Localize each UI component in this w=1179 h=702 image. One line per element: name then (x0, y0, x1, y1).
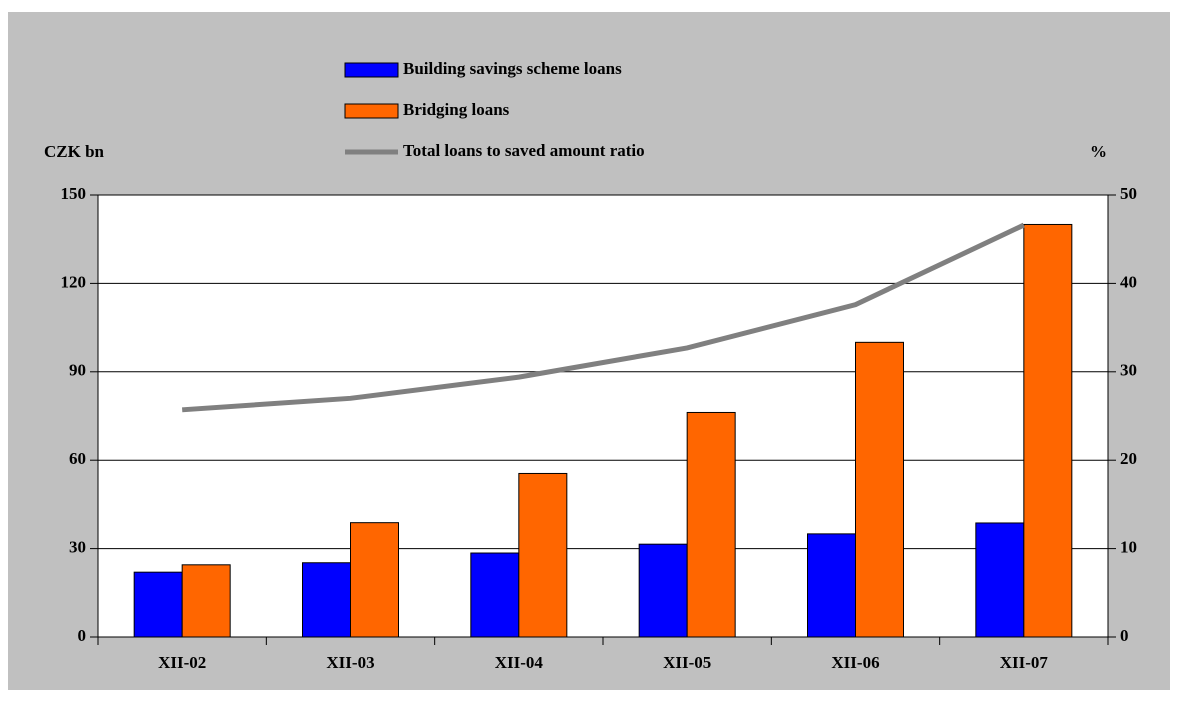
x-tick-label: XII-02 (158, 653, 206, 672)
bar (518, 472, 568, 638)
y-tick-label: 150 (61, 184, 87, 203)
y-tick-label: 90 (69, 361, 86, 380)
x-tick-label: XII-04 (495, 653, 544, 672)
x-tick-label: XII-03 (326, 653, 374, 672)
legend-swatch (344, 103, 399, 119)
y-axis-title: CZK bn (44, 142, 105, 161)
legend-label: Building savings scheme loans (403, 59, 622, 78)
legend-label: Total loans to saved amount ratio (403, 141, 645, 160)
x-tick-label: XII-05 (663, 653, 711, 672)
y2-axis-title: % (1090, 142, 1107, 161)
x-tick-label: XII-07 (1000, 653, 1049, 672)
y2-tick-label: 20 (1120, 449, 1137, 468)
y-tick-label: 0 (78, 626, 87, 645)
y-tick-label: 30 (69, 538, 86, 557)
y2-tick-label: 10 (1120, 538, 1137, 557)
y-tick-label: 120 (61, 272, 87, 291)
bar (302, 562, 351, 638)
bar (133, 571, 183, 638)
line (181, 222, 1025, 413)
bar (470, 552, 520, 638)
bar (686, 411, 736, 638)
y2-tick-label: 40 (1120, 272, 1137, 291)
plot-area (97, 194, 1109, 638)
bar (181, 564, 231, 638)
bar (350, 522, 399, 638)
x-tick-label: XII-06 (831, 653, 879, 672)
bar (807, 533, 856, 638)
bar (1023, 223, 1073, 638)
legend-swatch (344, 62, 399, 78)
y2-tick-label: 30 (1120, 361, 1137, 380)
bar (638, 543, 688, 638)
bar (975, 522, 1025, 638)
y2-tick-label: 50 (1120, 184, 1137, 203)
y-tick-label: 60 (69, 449, 86, 468)
bar (855, 341, 904, 638)
y2-tick-label: 0 (1120, 626, 1129, 645)
legend-label: Bridging loans (403, 100, 510, 119)
